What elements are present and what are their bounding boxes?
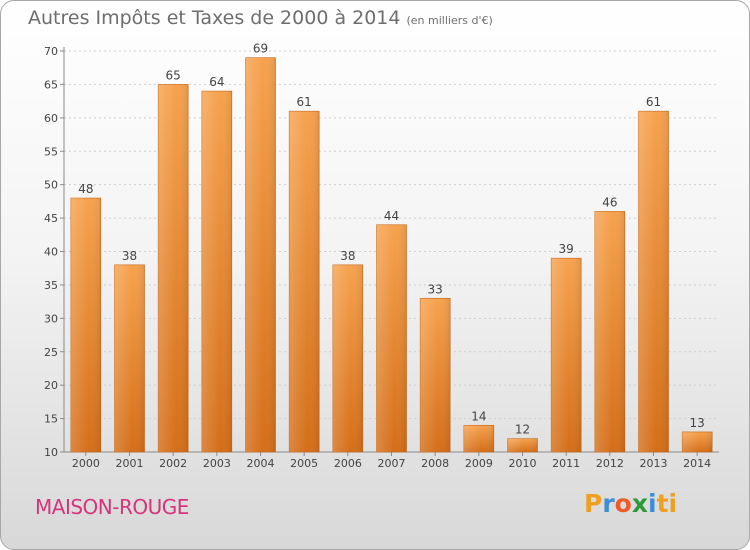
y-tick-label: 50	[44, 179, 58, 192]
bar-shine	[682, 431, 713, 452]
bar-value-label: 39	[559, 242, 574, 256]
bar-value-label: 61	[297, 95, 312, 109]
y-tick-label: 60	[44, 112, 58, 125]
x-tick-label: 2012	[596, 457, 624, 470]
bar-shine	[114, 264, 145, 452]
logo-letter: r	[602, 489, 615, 518]
bar-value-label: 33	[428, 282, 443, 296]
bar-shine	[332, 264, 363, 452]
bar-shine	[245, 57, 276, 452]
logo-letter: P	[584, 489, 603, 518]
bar-value-label: 48	[78, 182, 93, 196]
bar-value-label: 65	[166, 68, 181, 82]
proxiti-logo: Proxiti	[584, 489, 677, 518]
x-tick-label: 2013	[640, 457, 668, 470]
bar-value-label: 13	[690, 416, 705, 430]
y-tick-label: 70	[44, 45, 58, 58]
bar-value-label: 61	[646, 95, 661, 109]
bar-value-label: 69	[253, 42, 268, 56]
y-tick-label: 20	[44, 379, 58, 392]
y-tick-label: 35	[44, 279, 58, 292]
bar-value-label: 38	[340, 249, 355, 263]
x-tick-label: 2003	[203, 457, 231, 470]
x-tick-label: 2014	[683, 457, 711, 470]
bar-shine	[551, 258, 582, 452]
bar-value-label: 38	[122, 249, 137, 263]
bar-value-label: 12	[515, 423, 530, 437]
x-tick-label: 2005	[290, 457, 318, 470]
y-tick-label: 40	[44, 246, 58, 259]
x-tick-label: 2006	[334, 457, 362, 470]
y-tick-label: 10	[44, 446, 58, 459]
chart-title: Autres Impôts et Taxes de 2000 à 2014 (en…	[28, 7, 493, 29]
x-tick-label: 2007	[378, 457, 406, 470]
x-tick-label: 2001	[116, 457, 144, 470]
logo-letter: i	[668, 489, 678, 518]
x-tick-label: 2004	[247, 457, 275, 470]
bar-labels: 48 2000 38 2001 65 2002 64 2003 69 2004 61 2005 38 20…	[72, 42, 711, 470]
bar-shine	[289, 111, 320, 453]
logo-letter: t	[656, 489, 669, 518]
bar-value-label: 46	[602, 195, 617, 209]
y-tick-label: 45	[44, 212, 58, 225]
y-tick-label: 25	[44, 346, 58, 359]
bar-shine	[638, 111, 669, 453]
bar-shine	[158, 84, 189, 453]
axes: 10 15 20 25 30 35 40 45 50 55 60 65 70	[44, 45, 719, 459]
y-tick-label: 65	[44, 78, 58, 91]
y-tick-label: 55	[44, 145, 58, 158]
y-tick-label: 15	[44, 413, 58, 426]
logo-letter: x	[631, 489, 648, 518]
bar-shine	[507, 438, 538, 452]
bar-value-label: 44	[384, 209, 399, 223]
x-tick-label: 2002	[159, 457, 187, 470]
bars	[70, 57, 713, 453]
bar-value-label: 14	[471, 409, 486, 423]
y-tick-label: 30	[44, 312, 58, 325]
logo-letter: i	[648, 489, 657, 518]
chart-title-unit: (en milliers d'€)	[406, 14, 493, 27]
bar-shine	[201, 91, 232, 452]
x-tick-label: 2009	[465, 457, 493, 470]
bar-shine	[376, 224, 407, 452]
chart-title-main: Autres Impôts et Taxes de 2000 à 2014	[28, 7, 401, 29]
x-tick-label: 2008	[421, 457, 449, 470]
logo-letter: o	[614, 489, 632, 518]
bar-shine	[70, 198, 101, 452]
bar-shine	[594, 211, 625, 452]
bar-shine	[463, 425, 494, 452]
x-tick-label: 2011	[552, 457, 580, 470]
place-name: MAISON-ROUGE	[35, 495, 189, 519]
bar-shine	[420, 298, 451, 452]
bar-value-label: 64	[209, 75, 224, 89]
x-tick-label: 2010	[509, 457, 537, 470]
x-tick-label: 2000	[72, 457, 100, 470]
